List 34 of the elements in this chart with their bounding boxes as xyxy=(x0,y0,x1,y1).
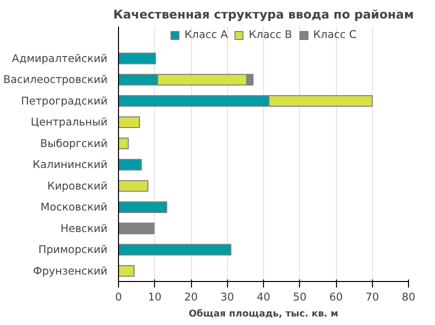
y-tick-label: Невский xyxy=(60,222,108,235)
bar xyxy=(118,116,140,128)
x-axis-title: Общая площадь, тыс. кв. м xyxy=(188,308,338,320)
bar xyxy=(118,158,142,170)
chart-title: Качественная структура ввода по районам xyxy=(113,8,414,22)
bar xyxy=(118,138,129,150)
x-tick-label: 80 xyxy=(402,290,416,304)
y-tick-label: Кировский xyxy=(47,179,108,192)
bar xyxy=(118,244,232,256)
legend-label: Класс B xyxy=(248,28,292,41)
y-tick-label: Московский xyxy=(40,200,108,214)
y-tick-label: Фрунзенский xyxy=(32,264,108,278)
x-tick-label: 30 xyxy=(220,290,234,304)
x-tick-label: 60 xyxy=(329,290,343,304)
bar xyxy=(118,180,148,192)
x-tick-label: 50 xyxy=(292,290,307,304)
bar xyxy=(118,201,168,213)
y-tick-label: Петроградский xyxy=(21,94,108,108)
bar xyxy=(118,52,156,64)
legend-label: Класс C xyxy=(313,28,357,41)
y-tick-label: Калининский xyxy=(32,158,108,172)
y-tick-label: Адмиралтейский xyxy=(12,52,108,65)
bar xyxy=(118,265,135,277)
x-tick-label: 20 xyxy=(184,290,198,304)
x-tick-label: 10 xyxy=(148,290,162,304)
y-tick-label: Приморский xyxy=(38,243,108,256)
y-tick-label: Василеостровский xyxy=(3,73,108,86)
y-tick-label: Центральный xyxy=(30,116,108,129)
bar xyxy=(118,222,155,234)
x-tick-label: 70 xyxy=(365,290,380,304)
legend-label: Класс A xyxy=(184,28,228,41)
y-tick-label: Выборгский xyxy=(40,136,108,150)
x-tick-label: 0 xyxy=(115,290,122,304)
x-tick-label: 40 xyxy=(256,290,270,304)
